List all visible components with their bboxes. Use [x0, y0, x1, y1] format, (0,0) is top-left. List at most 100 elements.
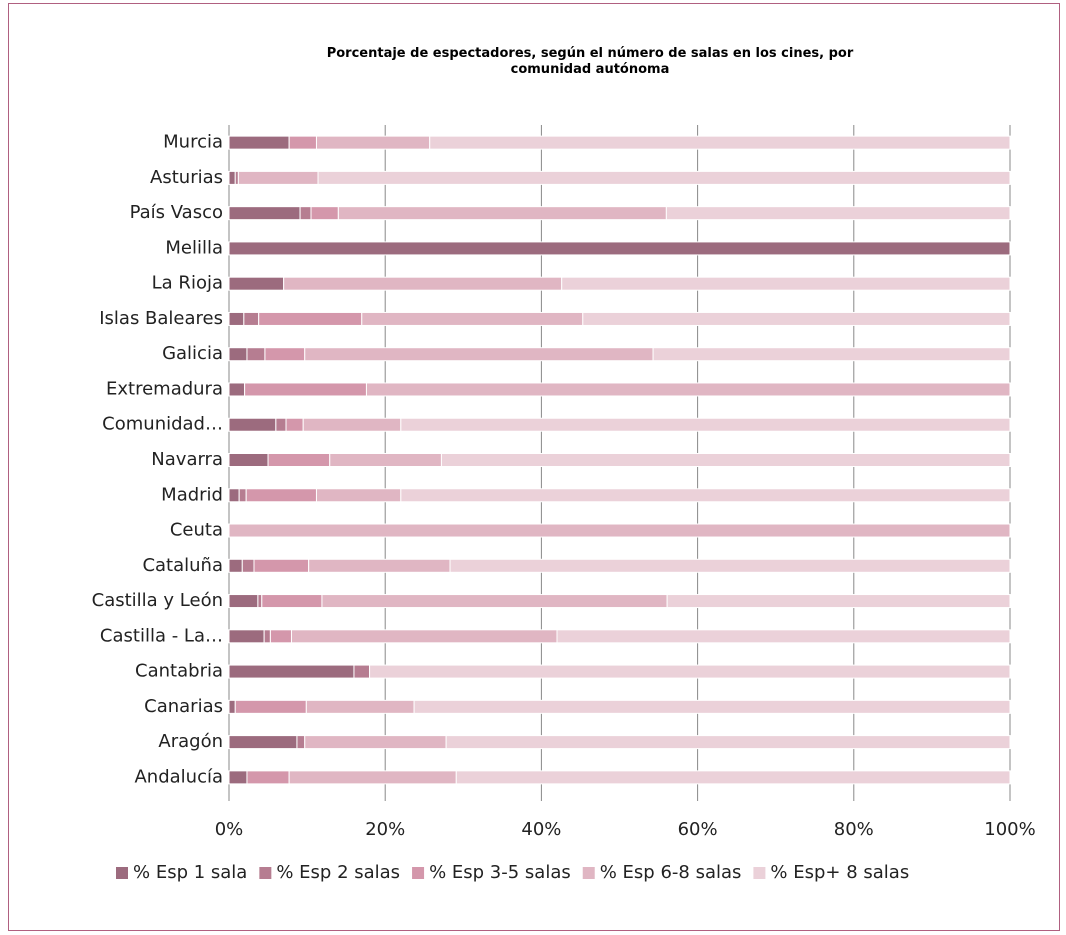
bar-segment — [228, 488, 240, 503]
bar-segment — [258, 311, 363, 326]
legend-swatch — [582, 867, 595, 879]
y-tick-label: Andalucía — [134, 766, 223, 787]
bar-segment — [413, 699, 1011, 714]
bar-segment — [241, 558, 255, 573]
bar-segment — [652, 347, 1011, 362]
y-tick-label: Asturias — [150, 167, 223, 188]
bar-segment — [228, 453, 269, 467]
x-tick-label: 100% — [984, 819, 1035, 840]
bar-segment — [228, 735, 298, 750]
bar-segment — [228, 770, 248, 785]
bar-segment — [264, 347, 306, 362]
chart-frame — [8, 3, 1060, 931]
bar-segment — [269, 629, 292, 644]
bar-segment — [245, 488, 317, 503]
y-tick-label: Navarra — [151, 449, 223, 470]
y-tick-label: Melilla — [165, 237, 223, 258]
y-tick-label: Castilla - La… — [100, 625, 223, 646]
bar-segment — [288, 135, 317, 150]
bar-segment — [228, 629, 265, 644]
bar-segment — [582, 311, 1011, 326]
bar-segment — [329, 453, 442, 467]
bar-segment — [445, 735, 1011, 750]
bar-segment — [261, 594, 323, 609]
bar-segment — [243, 311, 260, 326]
x-tick-label: 0% — [215, 819, 244, 840]
bar-segment — [290, 629, 558, 644]
bar-segment — [353, 664, 371, 679]
bar-segment — [315, 135, 431, 150]
bar-segment — [337, 206, 667, 221]
bar-segment — [267, 453, 331, 467]
bar-segment — [244, 382, 367, 397]
y-tick-label: Comunidad… — [102, 414, 223, 435]
bar-segment — [449, 558, 1011, 573]
x-tick-label: 60% — [678, 819, 718, 840]
bar-segment — [257, 594, 263, 609]
bar-segment — [246, 770, 290, 785]
bar-segment — [310, 206, 339, 221]
bar-segment — [561, 276, 1011, 291]
bar-segment — [321, 594, 668, 609]
bar-segment — [400, 417, 1011, 432]
bar-segment — [296, 735, 306, 750]
bar-segment — [308, 558, 451, 573]
y-tick-label: Galicia — [162, 343, 223, 364]
bar-segment — [228, 664, 355, 679]
bar-segment — [228, 594, 259, 609]
y-tick-label: Cantabria — [135, 661, 223, 682]
bar-segment — [228, 382, 246, 397]
bar-segment — [228, 170, 236, 185]
bar-segment — [228, 347, 248, 362]
bar-segment — [299, 206, 312, 221]
bar-segment — [228, 699, 236, 714]
bar-segment — [304, 347, 654, 362]
bar-segment — [228, 206, 301, 221]
bar-segment — [315, 488, 402, 503]
y-tick-label: Cataluña — [142, 555, 223, 576]
x-tick-label: 40% — [521, 819, 561, 840]
bar-segment — [556, 629, 1011, 644]
bar-segment — [440, 453, 1011, 467]
y-tick-label: Castilla y León — [92, 590, 223, 611]
bar-segment — [288, 770, 457, 785]
bar-segment — [369, 664, 1011, 679]
legend-label: % Esp 6-8 salas — [600, 862, 742, 883]
bar-segment — [283, 276, 563, 291]
legend-label: % Esp 1 sala — [133, 862, 247, 883]
bar-segment — [234, 699, 307, 714]
bar-segment — [275, 417, 287, 432]
bar-segment — [228, 276, 285, 291]
y-tick-label: La Rioja — [152, 273, 223, 294]
bar-segment — [304, 735, 447, 750]
bar-segment — [238, 488, 247, 503]
bar-segment — [365, 382, 1011, 397]
y-tick-label: Aragón — [158, 731, 223, 752]
bar-segment — [302, 417, 402, 432]
y-tick-label: Canarias — [144, 696, 223, 717]
legend-swatch — [116, 867, 128, 879]
bar-segment — [361, 311, 584, 326]
y-tick-label: País Vasco — [130, 202, 223, 223]
bar-segment — [237, 170, 319, 185]
bar-segment — [228, 558, 243, 573]
chart-title: Porcentaje de espectadores, según el núm… — [326, 46, 854, 77]
bar-segment — [317, 170, 1011, 185]
bar-segment — [228, 523, 1011, 538]
bar-segment — [228, 311, 245, 326]
bar-segment — [666, 594, 1011, 609]
bar-segment — [429, 135, 1011, 150]
legend-swatch — [259, 867, 272, 879]
legend-swatch — [753, 867, 766, 879]
bar-segment — [228, 241, 1011, 256]
bar-segment — [246, 347, 266, 362]
y-tick-label: Ceuta — [170, 520, 223, 541]
legend-label: % Esp+ 8 salas — [770, 862, 909, 883]
legend-label: % Esp 2 salas — [276, 862, 400, 883]
y-tick-label: Extremadura — [106, 378, 223, 399]
y-tick-label: Islas Baleares — [99, 308, 223, 329]
bar-segment — [455, 770, 1011, 785]
x-tick-label: 20% — [365, 819, 405, 840]
bar-segment — [305, 699, 415, 714]
